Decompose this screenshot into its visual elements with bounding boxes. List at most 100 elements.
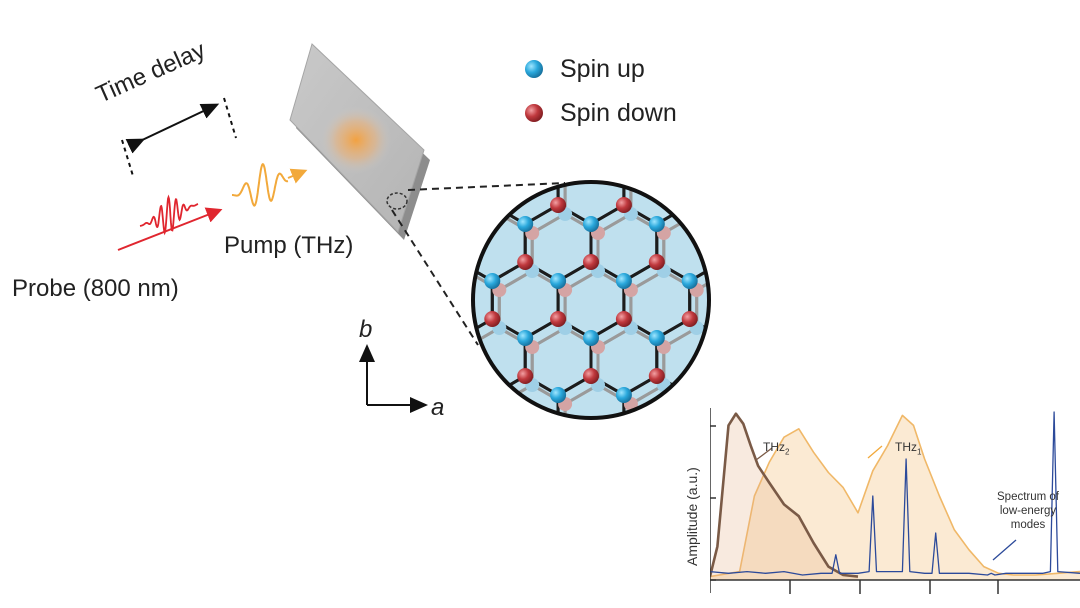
spin-down-atom: [715, 254, 731, 270]
lattice-atom-shadow: [756, 93, 770, 107]
lattice-hexagon: [789, 205, 855, 281]
lattice-atom-shadow: [920, 226, 934, 240]
lattice-atom-shadow: [723, 378, 737, 392]
lattice-hexagon: [756, 262, 822, 338]
axis-a-label: a: [431, 394, 445, 421]
lattice-atom-shadow: [459, 36, 473, 50]
spin-up-atom: [781, 330, 797, 346]
spin-up-atom: [320, 330, 336, 346]
lattice-hexagon: [295, 376, 361, 452]
lattice-atom-shadow: [723, 150, 737, 164]
lattice-atom-shadow: [756, 283, 770, 297]
lattice-atom-shadow: [328, 568, 342, 582]
lattice-hexagon: [690, 34, 756, 110]
lattice-hexagon-back: [368, 385, 434, 461]
lattice-atom-shadow: [854, 150, 868, 164]
spectrum-arrow: [992, 539, 1017, 561]
spin-down-atom: [419, 311, 435, 327]
lattice-hexagon-back: [401, 442, 467, 518]
spin-up-atom: [615, 387, 632, 403]
lattice-hexagon-back: [335, 442, 401, 518]
pump-pulse: [232, 163, 308, 207]
lattice-atom-shadow: [690, 55, 704, 69]
spin-down-atom: [682, 83, 698, 99]
spin-down-atom: [648, 368, 665, 384]
spin-down-atom: [681, 311, 698, 327]
spin-down-atom: [583, 368, 599, 384]
lattice-atom-shadow: [887, 169, 901, 183]
spin-down-atom: [781, 26, 797, 42]
spectrum-annotation: Spectrum of low-energy modes: [997, 491, 1059, 531]
lattice-atom-shadow: [295, 283, 309, 297]
lattice-atom-shadow: [821, 93, 835, 107]
lattice-hexagon-back: [730, 328, 796, 404]
spin-up-atom: [419, 501, 435, 517]
spin-up-atom: [813, 45, 829, 61]
lattice-atom-shadow: [821, 283, 835, 297]
spin-down-atom: [748, 83, 764, 99]
lattice-hexagon: [525, 433, 591, 509]
lattice-hexagon: [854, 319, 920, 395]
spin-down-atom: [386, 482, 402, 498]
spin-down-atom: [386, 26, 402, 42]
lattice-hexagon-back: [763, 157, 829, 233]
spin-down-atom: [287, 425, 303, 441]
lattice-atom-shadow: [473, 264, 474, 278]
spin-down-atom: [912, 254, 928, 270]
lattice-hexagon: [492, 34, 558, 110]
spin-down-atom: [484, 83, 500, 99]
lattice-hexagon-back: [828, 157, 894, 233]
lattice-hexagon-back: [499, 499, 565, 575]
spin-up-atom: [879, 273, 895, 289]
spin-up-atom: [386, 444, 402, 460]
spin-up-atom: [451, 330, 467, 346]
spin-down-atom: [649, 140, 665, 156]
spin-up-atom: [649, 444, 665, 460]
spin-up-atom: [353, 501, 369, 517]
spin-up-atom: [846, 330, 862, 346]
spin-up-atom: [451, 216, 467, 232]
lattice-hexagon: [821, 34, 887, 110]
lattice-hexagon-back: [401, 328, 467, 404]
spin-down-atom: [781, 140, 797, 156]
spin-down-atom: [846, 26, 862, 42]
spin-up-atom: [682, 45, 698, 61]
lattice-atom-shadow: [558, 549, 572, 563]
spin-up-atom: [715, 216, 731, 232]
spin-down-atom: [846, 140, 862, 156]
spin-down-atom: [451, 482, 467, 498]
lattice-hexagon: [558, 490, 624, 566]
lattice-atom-shadow: [854, 226, 868, 240]
lattice-atom-shadow: [657, 36, 671, 50]
legend-spin-down-dot: [525, 104, 543, 122]
spin-up-atom: [353, 273, 369, 289]
spin-up-atom: [517, 558, 533, 574]
spin-down-atom: [517, 140, 533, 156]
lattice-atom-shadow: [591, 36, 605, 50]
lattice-atom-shadow: [821, 169, 835, 183]
lattice-atom-shadow: [295, 169, 309, 183]
spin-up-atom: [583, 216, 599, 232]
lattice-hexagon-back: [466, 442, 532, 518]
lattice-atom-shadow: [492, 93, 506, 107]
lattice-atom-shadow: [394, 568, 408, 582]
lattice-atom-shadow: [328, 492, 342, 506]
spin-up-atom: [748, 273, 764, 289]
lattice-atom-shadow: [789, 36, 803, 50]
lattice-atom-shadow: [427, 321, 441, 335]
spin-down-atom: [583, 140, 599, 156]
spin-up-atom: [451, 102, 467, 118]
lattice-atom-shadow: [427, 93, 441, 107]
spin-down-atom: [879, 83, 895, 99]
spin-up-atom: [419, 273, 435, 289]
lattice-hexagon: [361, 34, 427, 110]
lattice-hexagon: [821, 148, 887, 224]
probe-label: Probe (800 nm): [12, 275, 179, 302]
lattice-atom-shadow: [492, 549, 506, 563]
lattice-atom-shadow: [394, 492, 408, 506]
spin-down-atom: [781, 254, 797, 270]
lattice-atom-shadow: [591, 492, 605, 506]
lattice-atom-shadow: [361, 207, 375, 221]
lattice-atom-shadow: [723, 112, 737, 126]
lattice-atom-shadow: [887, 207, 901, 221]
